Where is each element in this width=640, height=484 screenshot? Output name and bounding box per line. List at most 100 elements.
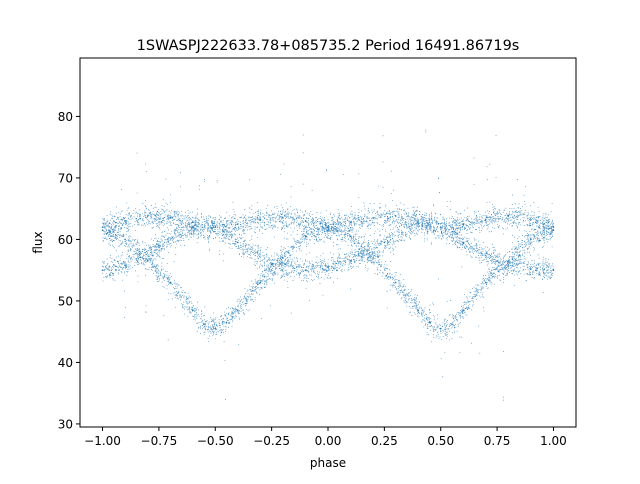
data-point — [129, 261, 131, 263]
data-point — [186, 236, 188, 238]
data-point — [109, 227, 111, 229]
data-point — [377, 269, 379, 271]
data-point — [492, 246, 494, 248]
data-point — [492, 252, 494, 254]
data-point — [371, 248, 373, 250]
data-point — [177, 298, 179, 300]
data-point — [155, 270, 157, 272]
data-point — [433, 326, 435, 328]
data-point — [106, 258, 108, 260]
data-point — [310, 231, 312, 232]
data-point — [457, 320, 458, 322]
data-point — [325, 235, 326, 236]
data-point — [261, 264, 263, 266]
data-point — [273, 259, 275, 261]
data-point — [449, 339, 451, 341]
data-point — [124, 238, 126, 241]
data-point — [237, 306, 239, 308]
data-point — [292, 248, 294, 250]
data-point — [121, 240, 123, 242]
data-point — [546, 275, 548, 277]
data-point — [546, 238, 548, 240]
data-point — [419, 312, 420, 314]
data-point — [494, 262, 496, 264]
data-point — [351, 251, 353, 253]
data-point — [388, 243, 390, 245]
data-point — [533, 250, 535, 252]
data-point — [512, 264, 514, 266]
data-point — [485, 279, 487, 281]
data-point — [535, 237, 536, 239]
data-point — [549, 235, 551, 237]
data-point — [515, 254, 517, 256]
data-point — [413, 229, 414, 231]
data-point — [250, 246, 252, 248]
data-point — [259, 256, 261, 258]
data-point — [158, 255, 159, 257]
data-point — [209, 249, 211, 251]
data-point — [253, 290, 255, 292]
data-point — [452, 232, 454, 234]
data-point — [395, 274, 396, 276]
data-point — [462, 316, 464, 318]
data-point — [528, 243, 530, 245]
data-point — [461, 336, 463, 338]
data-point — [367, 268, 369, 270]
data-point — [257, 287, 258, 289]
data-point — [527, 260, 529, 262]
data-point — [408, 230, 410, 232]
data-point — [416, 210, 418, 212]
data-point — [268, 270, 270, 271]
data-point — [393, 284, 395, 286]
data-point — [487, 246, 489, 248]
data-point — [358, 249, 360, 250]
data-point — [215, 323, 217, 325]
data-point — [232, 223, 234, 225]
data-point — [482, 250, 484, 252]
data-point — [369, 254, 371, 256]
data-point — [280, 258, 282, 260]
data-point — [478, 253, 480, 254]
data-point — [310, 211, 312, 212]
data-point — [241, 309, 243, 311]
data-point — [323, 263, 325, 265]
data-point — [154, 250, 156, 252]
data-point — [247, 251, 248, 253]
data-point — [516, 248, 518, 250]
data-point — [433, 231, 434, 233]
data-point — [522, 254, 524, 256]
data-point — [378, 243, 380, 245]
data-point — [420, 313, 422, 314]
data-point — [312, 268, 314, 270]
data-point — [212, 320, 214, 322]
data-point — [240, 246, 242, 248]
data-point — [417, 308, 418, 310]
data-point — [522, 235, 524, 237]
data-point — [136, 253, 138, 255]
data-point — [346, 233, 348, 235]
data-point — [478, 259, 480, 261]
data-point — [159, 277, 161, 279]
data-point — [512, 261, 514, 263]
data-point — [150, 245, 152, 247]
data-point — [342, 236, 344, 238]
data-point — [128, 245, 130, 247]
data-point — [441, 227, 443, 229]
data-point — [108, 266, 110, 268]
data-point — [331, 272, 333, 274]
data-point — [503, 277, 505, 278]
data-point — [542, 231, 544, 233]
data-point — [155, 266, 157, 268]
data-point — [480, 257, 482, 259]
data-point — [373, 244, 375, 246]
data-point — [355, 241, 357, 243]
data-point — [542, 259, 544, 261]
data-point — [358, 247, 360, 249]
data-point — [298, 265, 300, 267]
data-point — [396, 288, 398, 289]
data-point — [211, 331, 213, 333]
data-point — [410, 224, 412, 225]
data-point — [116, 260, 118, 262]
data-point — [281, 276, 283, 278]
data-point — [429, 330, 431, 332]
